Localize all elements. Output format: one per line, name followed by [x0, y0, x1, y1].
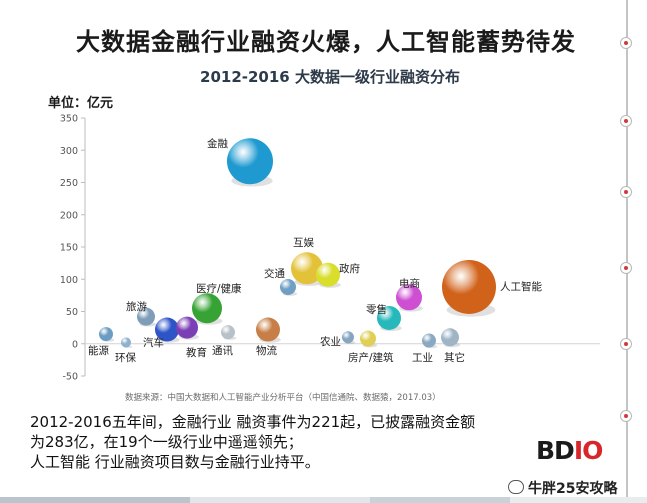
bubble-label: 旅游	[126, 300, 147, 313]
bubble-9[interactable]	[280, 278, 296, 295]
bubble-10[interactable]	[291, 252, 323, 285]
bubble-label: 房产/建筑	[348, 351, 394, 364]
bubble-label: 能源	[88, 344, 109, 357]
bubble-16[interactable]	[422, 333, 436, 348]
timeline-dot[interactable]	[620, 410, 632, 422]
bubble-3[interactable]	[155, 317, 179, 342]
caption-line-2: 为283亿，在19个一级行业中遥遥领先；	[30, 433, 303, 451]
bubble-label: 政府	[339, 262, 360, 275]
bubble-14[interactable]	[377, 305, 401, 330]
bubble-label: 电商	[399, 277, 420, 290]
y-tick-label: 100	[60, 275, 78, 286]
bubble-label: 教育	[186, 346, 207, 359]
bdio-logo: BDIO	[536, 436, 603, 465]
bubble-8[interactable]	[227, 138, 273, 185]
y-tick-label: 200	[60, 210, 78, 221]
y-tick-label: 250	[60, 178, 78, 189]
bubble-12[interactable]	[342, 331, 354, 344]
headline: 大数据金融行业融资火爆，人工智能蓄势待发	[76, 28, 576, 56]
bottom-bar	[0, 497, 647, 503]
bubble-label: 医疗/健康	[196, 282, 242, 295]
bubble-label: 工业	[412, 352, 433, 364]
caption-line-3: 人工智能 行业融资项目数与金融行业持平。	[30, 453, 320, 471]
bubble-label: 人工智能	[500, 280, 542, 293]
bubble-11[interactable]	[316, 262, 340, 287]
wechat-icon	[508, 480, 524, 494]
bubble-0[interactable]	[99, 327, 113, 342]
y-tick-label: 0	[72, 339, 78, 350]
timeline-dot[interactable]	[620, 338, 632, 350]
timeline-dot[interactable]	[620, 37, 632, 49]
bubble-7[interactable]	[256, 317, 280, 342]
y-tick-label: 50	[66, 307, 78, 318]
bubble-1[interactable]	[121, 337, 131, 348]
source-note: 数据来源：中国大数据和人工智能产业分析平台（中国信通院、数据猿，2017.03）	[125, 392, 441, 403]
bubble-label: 环保	[115, 351, 136, 364]
caption: 2012-2016五年间，金融行业 融资事件为221起，已披露融资金额 为283…	[30, 412, 530, 472]
bubble-label: 农业	[320, 335, 341, 348]
bubble-label: 通讯	[212, 344, 233, 357]
bubble-6[interactable]	[221, 325, 235, 340]
bubble-label: 汽车	[143, 336, 164, 349]
bubble-label: 互娱	[293, 236, 314, 249]
bubble-4[interactable]	[176, 316, 198, 339]
y-tick-label: -50	[62, 372, 78, 383]
wechat-watermark: 牛胖25安攻略	[508, 478, 617, 498]
timeline-dot[interactable]	[620, 115, 632, 127]
caption-line-1: 2012-2016五年间，金融行业 融资事件为221起，已披露融资金额	[30, 413, 476, 431]
bubble-15[interactable]	[396, 284, 422, 311]
timeline-dot[interactable]	[620, 262, 632, 274]
bubble-2[interactable]	[137, 307, 155, 326]
timeline-rail	[626, 0, 628, 503]
y-tick-label: 300	[60, 146, 78, 157]
chart-title: 2012-2016 大数据一级行业融资分布	[200, 68, 460, 86]
bubble-label: 金融	[207, 137, 228, 150]
bubble-18[interactable]	[442, 259, 496, 314]
bubble-17[interactable]	[441, 328, 459, 347]
bubble-label: 物流	[256, 344, 277, 357]
bubble-label: 交通	[264, 267, 285, 280]
bubble-13[interactable]	[360, 330, 376, 347]
y-tick-label: 150	[60, 243, 78, 254]
bubble-label: 其它	[444, 351, 465, 364]
y-tick-label: 350	[60, 114, 78, 125]
y-axis-unit: 单位：亿元	[48, 96, 114, 111]
bubble-5[interactable]	[192, 293, 222, 324]
timeline-dot[interactable]	[620, 186, 632, 198]
bubble-label: 零售	[366, 303, 387, 316]
